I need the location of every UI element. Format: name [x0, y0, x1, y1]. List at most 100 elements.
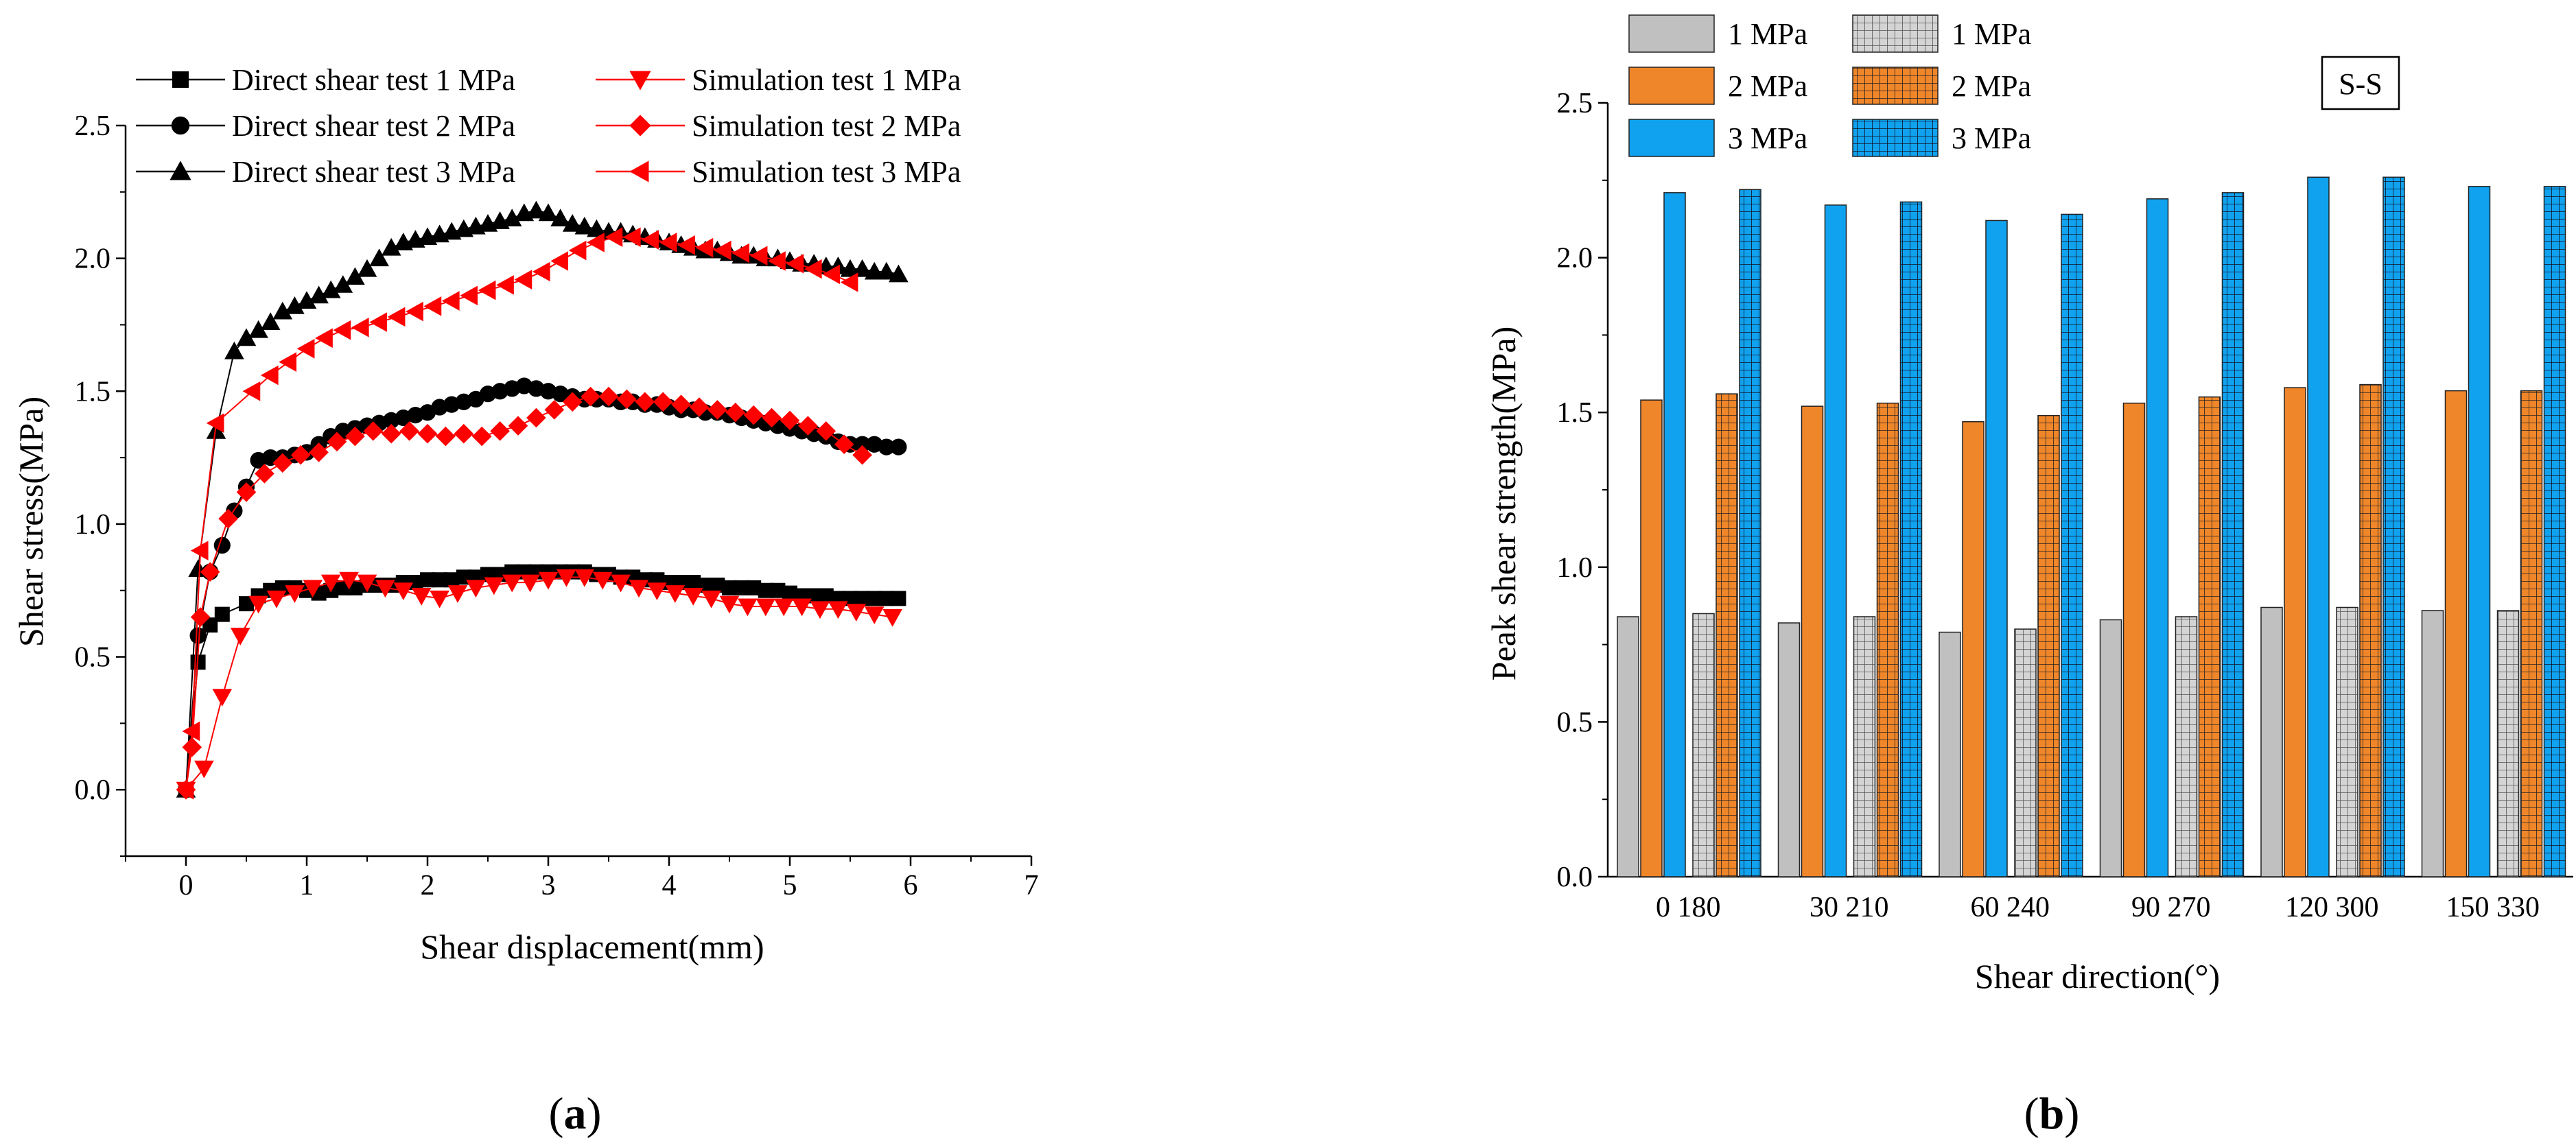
- chart-b-x-tick-label: 90 270: [2131, 892, 2211, 923]
- chart-b-x-tick-label: 120 300: [2285, 892, 2379, 923]
- chart-b-y-tick-label: 1.0: [1557, 552, 1593, 584]
- chart-a-data-point: [248, 320, 268, 338]
- chart-a-data-point: [369, 312, 388, 332]
- chart-a-data-point: [339, 571, 359, 590]
- panel-label-b-close: ): [2064, 1089, 2079, 1139]
- chart-a-data-point: [773, 598, 794, 617]
- chart-a-data-point: [743, 405, 764, 425]
- chart-b-bar: [2260, 606, 2283, 877]
- chart-a-data-point: [695, 237, 714, 258]
- chart-b-bar: [2099, 619, 2122, 877]
- chart-a-data-point: [236, 482, 257, 502]
- chart-a-data-point: [804, 259, 822, 279]
- chart-b-legend-entry: 2 MPa: [1852, 67, 2031, 105]
- chart-a-data-point: [272, 301, 293, 320]
- chart-a-data-point: [587, 233, 605, 252]
- chart-a-data-point: [345, 426, 365, 447]
- chart-a-series-4: [176, 569, 902, 800]
- chart-a-data-point: [550, 251, 569, 271]
- chart-a-data-point: [731, 243, 750, 263]
- chart-a-series-line: [185, 236, 851, 790]
- chart-b-bar: [2037, 414, 2060, 877]
- chart-a-data-point: [878, 438, 895, 456]
- chart-a-data-point: [782, 585, 797, 601]
- chart-b-bar: [1801, 405, 1824, 877]
- chart-b-bar: [2468, 186, 2491, 877]
- chart-a-legend-entry: Simulation test 3 MPa: [596, 155, 961, 189]
- chart-a-data-point: [309, 285, 329, 304]
- chart-b-bar: [1824, 204, 1847, 877]
- chart-a-data-point: [854, 436, 871, 453]
- chart-b-y-tick-label: 0.5: [1557, 707, 1593, 738]
- chart-b-bar: [2336, 606, 2358, 877]
- chart-a-legend-label: Simulation test 2 MPa: [692, 109, 961, 143]
- chart-a-data-point: [550, 209, 570, 226]
- chart-a-data-point: [260, 365, 279, 386]
- chart-a-data-point: [484, 577, 504, 595]
- chart-b-bar: [1876, 402, 1899, 877]
- chart-a-data-point: [756, 598, 776, 617]
- chart-a-data-point: [214, 606, 230, 622]
- chart-a-data-point: [182, 737, 202, 757]
- chart-b-bar: [2146, 198, 2169, 877]
- chart-b-bar: [2520, 390, 2543, 877]
- chart-a-data-point: [466, 580, 486, 598]
- chart-a-x-tick-label: 3: [541, 870, 556, 901]
- chart-a-data-point: [320, 574, 341, 593]
- chart-b-y-axis-label: Peak shear strength(MPa): [1484, 327, 1523, 681]
- chart-a-data-point: [822, 264, 841, 285]
- chart-a-data-point: [190, 541, 209, 560]
- chart-a-data-point: [381, 423, 401, 444]
- chart-b-bar: [1716, 393, 1738, 877]
- chart-a-data-point: [526, 407, 546, 428]
- chart-a-data-point: [677, 235, 695, 255]
- chart-a-data-point: [430, 590, 449, 608]
- chart-a-data-point: [285, 296, 305, 314]
- chart-a-data-point: [544, 400, 565, 420]
- chart-a-data-point: [770, 582, 786, 598]
- chart-a-data-point: [574, 569, 595, 587]
- chart-a-data-point: [189, 627, 207, 644]
- chart-a-data-point: [285, 585, 305, 603]
- chart-a-data-point: [471, 426, 492, 447]
- chart-b-bar-group: [1939, 213, 2083, 877]
- chart-a-data-point: [333, 275, 353, 293]
- chart-a-data-point: [762, 407, 782, 428]
- chart-a-data-point: [514, 270, 532, 289]
- chart-a-data-point: [532, 261, 550, 282]
- chart-a-x-tick-label: 0: [179, 870, 194, 901]
- chart-a-legend-entry: Simulation test 1 MPa: [596, 63, 961, 97]
- chart-b-bar: [1899, 201, 1923, 877]
- chart-a-data-point: [399, 421, 419, 441]
- chart-b-bar: [1777, 622, 1801, 877]
- chart-b-bar: [1739, 189, 1761, 877]
- chart-a-data-point: [653, 392, 673, 412]
- chart-b-bar-group: [2421, 186, 2566, 877]
- chart-a-legend-label: Simulation test 1 MPa: [692, 63, 961, 97]
- chart-a-data-point: [810, 601, 830, 619]
- chart-b-axes: 0.0 0.5 1.0 1.5 2.0 2.5 0 180 30 210 60 240 90 27…: [1557, 88, 2573, 923]
- chart-a-data-point: [713, 240, 731, 261]
- chart-a-data-point: [568, 240, 587, 261]
- chart-a-data-point: [876, 261, 897, 280]
- chart-a-y-tick-label: 2.0: [75, 244, 111, 275]
- chart-b-bar: [2307, 176, 2330, 877]
- chart-a-data-point: [665, 585, 686, 603]
- chart-a-x-tick-label: 7: [1024, 870, 1039, 901]
- chart-a-data-point: [683, 588, 703, 606]
- chart-a-series-line: [185, 209, 899, 790]
- chart-b-legend-label: 1 MPa: [1952, 17, 2031, 51]
- chart-a-data-point: [725, 402, 746, 423]
- chart-b-legend-label: 2 MPa: [1952, 69, 2031, 103]
- chart-a-data-point: [891, 591, 906, 606]
- chart-b-legend-label: 1 MPa: [1728, 17, 1807, 51]
- chart-a-data-point: [502, 209, 522, 226]
- chart-a-data-point: [852, 259, 872, 277]
- chart-a-data-point: [260, 312, 281, 331]
- chart-b-bar: [2496, 610, 2520, 877]
- chart-b-legend-swatch: [1628, 119, 1715, 157]
- chart-a-data-point: [176, 779, 194, 800]
- chart-a-data-point: [420, 572, 435, 588]
- chart-a-data-point: [345, 267, 365, 285]
- chart-a-data-point: [852, 445, 872, 465]
